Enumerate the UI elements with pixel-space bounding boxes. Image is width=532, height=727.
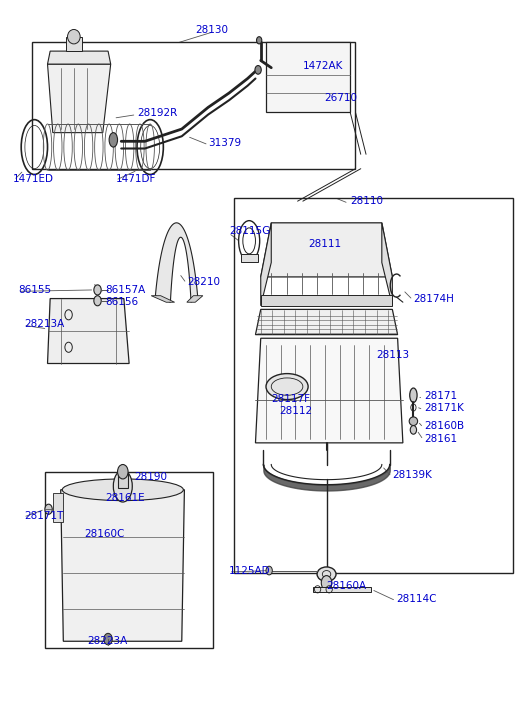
Ellipse shape (266, 374, 308, 400)
Text: 28160C: 28160C (85, 529, 124, 539)
Polygon shape (255, 338, 403, 443)
Bar (32, 42, 355, 169)
Text: 31379: 31379 (208, 138, 241, 148)
Ellipse shape (113, 470, 132, 502)
Text: 28160A: 28160A (327, 581, 367, 591)
Ellipse shape (45, 505, 52, 514)
Text: 1125AD: 1125AD (229, 566, 271, 576)
Text: 28114C: 28114C (396, 595, 437, 604)
Text: 28112: 28112 (279, 406, 312, 416)
Polygon shape (313, 587, 371, 593)
Ellipse shape (256, 36, 262, 44)
Polygon shape (155, 223, 197, 302)
Bar (66, 36, 82, 51)
Polygon shape (47, 51, 111, 64)
Text: 28210: 28210 (187, 277, 220, 287)
Text: 28171K: 28171K (424, 403, 464, 413)
Bar (118, 473, 128, 488)
Text: 28190: 28190 (135, 473, 168, 483)
Ellipse shape (266, 566, 272, 575)
Bar (266, 41, 350, 113)
Polygon shape (47, 299, 129, 364)
Text: 28117F: 28117F (271, 394, 310, 404)
Ellipse shape (410, 388, 417, 403)
Ellipse shape (118, 465, 128, 479)
Text: 28171T: 28171T (24, 511, 63, 521)
Ellipse shape (410, 425, 417, 434)
Text: 28130: 28130 (195, 25, 228, 35)
Text: 86157A: 86157A (105, 285, 146, 295)
Polygon shape (187, 296, 203, 302)
Ellipse shape (62, 479, 184, 501)
Text: 28160B: 28160B (424, 421, 464, 431)
Ellipse shape (109, 132, 118, 147)
Bar (235, 198, 513, 573)
Text: 28111: 28111 (308, 239, 341, 249)
Polygon shape (151, 296, 174, 302)
Text: 26710: 26710 (324, 93, 357, 103)
Bar (53, 494, 63, 522)
Text: 1472AK: 1472AK (303, 61, 343, 71)
Polygon shape (261, 295, 392, 306)
Ellipse shape (94, 285, 101, 295)
Text: 1471DF: 1471DF (116, 174, 156, 184)
Ellipse shape (68, 30, 80, 44)
Text: 28115G: 28115G (229, 227, 270, 236)
Text: 28213A: 28213A (24, 319, 64, 329)
Text: 28161E: 28161E (105, 493, 145, 502)
Ellipse shape (104, 633, 112, 645)
Text: 28223A: 28223A (87, 636, 127, 646)
Ellipse shape (317, 567, 336, 582)
Text: 28139K: 28139K (392, 470, 432, 481)
Bar (45, 472, 213, 648)
Polygon shape (261, 222, 392, 277)
Polygon shape (47, 64, 111, 132)
Text: 28174H: 28174H (413, 294, 454, 304)
Text: 28110: 28110 (350, 196, 383, 206)
Text: 86155: 86155 (19, 285, 52, 295)
Ellipse shape (94, 296, 101, 306)
Text: 86156: 86156 (105, 297, 138, 308)
Ellipse shape (255, 65, 261, 74)
Polygon shape (261, 222, 271, 306)
Bar (241, 254, 257, 262)
Text: 28161: 28161 (424, 433, 457, 443)
Text: 1471ED: 1471ED (13, 174, 54, 184)
Text: 28171: 28171 (424, 391, 457, 401)
Text: 28192R: 28192R (137, 108, 177, 119)
Ellipse shape (409, 417, 418, 425)
Polygon shape (255, 310, 397, 334)
Ellipse shape (321, 576, 332, 590)
Polygon shape (382, 222, 392, 306)
Text: 28113: 28113 (377, 350, 410, 360)
Polygon shape (61, 490, 185, 641)
